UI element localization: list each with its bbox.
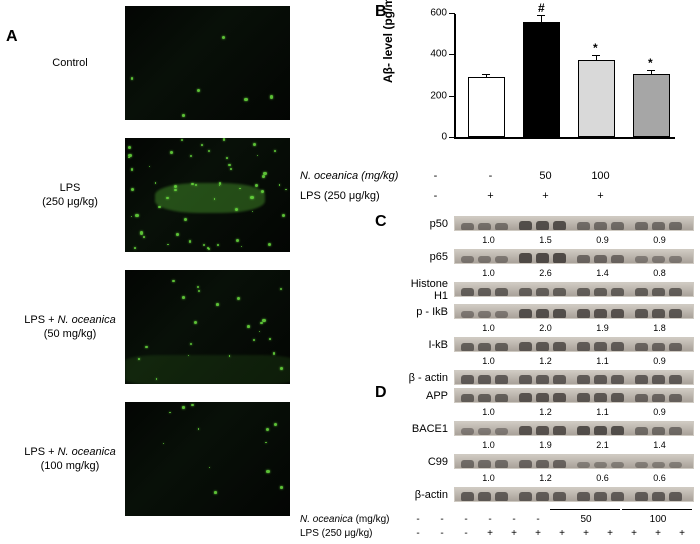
micrograph-lps-no50 bbox=[125, 270, 290, 384]
label-lps100: LPS + N. oceanica(100 mg/kg) bbox=[20, 402, 120, 516]
y-axis bbox=[454, 14, 456, 139]
label-lps: LPS(250 μg/kg) bbox=[20, 138, 120, 252]
cond-noceanica-b-vals: --50100 bbox=[408, 170, 628, 182]
blot-stack-c: p501.01.50.90.9p651.02.61.40.8Histone H1… bbox=[398, 213, 694, 389]
micrograph-lps-no100 bbox=[125, 402, 290, 516]
label-lps50: LPS + N. oceanica(50 mg/kg) bbox=[20, 270, 120, 384]
panel-a-label: A bbox=[6, 28, 18, 46]
cond-lps-d-vals: ---+++++++++ bbox=[406, 528, 694, 539]
x-axis bbox=[454, 137, 675, 139]
micrograph-column bbox=[125, 6, 290, 516]
micrograph-lps bbox=[125, 138, 290, 252]
cond-block-d: N. oceanica (mg/kg) ------50100 LPS (250… bbox=[300, 512, 694, 540]
bar-chart: Aβ- level (pg/mg protein) 0200400600#** bbox=[405, 6, 675, 161]
panel-c-label: C bbox=[375, 213, 387, 231]
cond-noc-d-vals: ------50100 bbox=[406, 514, 694, 525]
panel-d-label: D bbox=[375, 384, 387, 402]
cond-lps-b-vals: -+++ bbox=[408, 190, 628, 202]
micrograph-control bbox=[125, 6, 290, 120]
blot-stack-d: APP1.01.21.10.9BACE11.01.92.11.4C991.01.… bbox=[398, 385, 694, 506]
label-control: Control bbox=[20, 6, 120, 120]
cond-noceanica-b: N. oceanica (mg/kg) --50100 bbox=[300, 170, 628, 182]
y-axis-label: Aβ- level (pg/mg protein) bbox=[381, 0, 395, 83]
cond-lps-b: LPS (250 μg/kg) -+++ bbox=[300, 190, 628, 202]
micrograph-labels: Control LPS(250 μg/kg) LPS + N. oceanica… bbox=[20, 6, 120, 516]
